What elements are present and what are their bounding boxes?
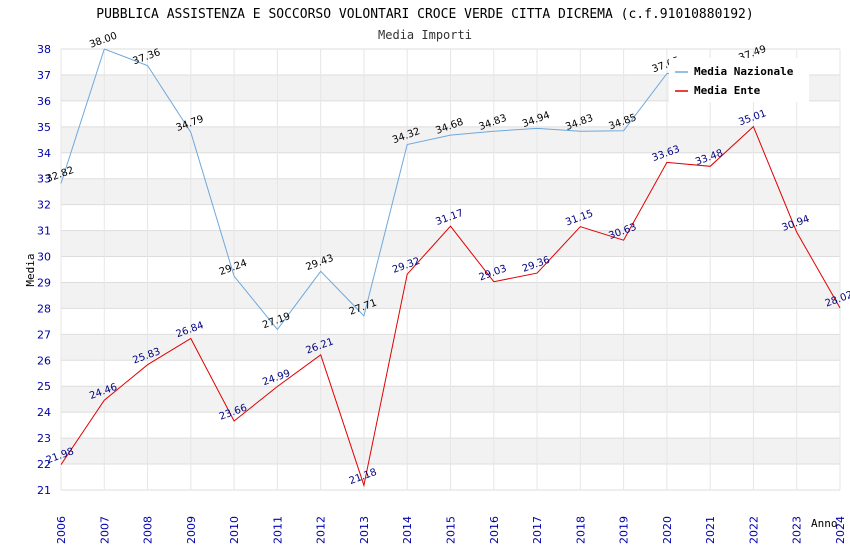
y-tick-label: 22	[37, 458, 51, 471]
legend-label-media-ente: Media Ente	[694, 84, 761, 97]
y-tick-label: 34	[37, 147, 51, 160]
legend: Media Nazionale Media Ente	[669, 58, 809, 102]
data-label: 31.15	[564, 208, 595, 228]
data-label: 31.17	[434, 208, 465, 228]
x-axis-label: Anno	[811, 517, 838, 530]
y-tick-label: 33	[37, 173, 51, 186]
y-tick-label: 26	[37, 354, 51, 367]
data-label: 24.99	[261, 368, 292, 388]
legend-box	[669, 58, 809, 102]
x-tick-label: 2012	[315, 516, 328, 544]
y-axis-label: Media	[24, 253, 37, 286]
x-tick-label: 2017	[531, 516, 544, 544]
series-line-media-nazionale	[60, 48, 754, 331]
y-tick-label: 21	[37, 484, 51, 497]
y-tick-label: 32	[37, 199, 51, 212]
y-tick-label: 27	[37, 328, 51, 341]
x-tick-label: 2006	[55, 516, 68, 544]
x-tick-label: 2023	[791, 516, 804, 544]
x-tick-label: 2010	[228, 516, 241, 544]
series-line-media-ente	[60, 125, 841, 488]
y-tick-label: 23	[37, 432, 51, 445]
y-tick-label: 38	[37, 43, 51, 56]
y-tick-label: 31	[37, 225, 51, 238]
y-tick-label: 24	[37, 406, 51, 419]
x-tick-label: 2014	[401, 516, 414, 544]
x-tick-label: 2021	[704, 516, 717, 544]
data-label: 38.00	[88, 31, 119, 51]
x-tick-label: 2022	[747, 516, 760, 544]
chart-title: PUBBLICA ASSISTENZA E SOCCORSO VOLONTARI…	[96, 7, 753, 22]
y-tick-label: 29	[37, 276, 51, 289]
legend-label-media-nazionale: Media Nazionale	[694, 65, 794, 78]
x-tick-label: 2013	[358, 516, 371, 544]
x-tick-label: 2019	[618, 516, 631, 544]
y-tick-label: 35	[37, 121, 51, 134]
y-tick-label: 37	[37, 69, 51, 82]
data-label: 37.36	[131, 47, 162, 67]
data-label: 29.32	[391, 256, 422, 276]
x-tick-label: 2024	[834, 516, 847, 544]
y-tick-label: 25	[37, 380, 51, 393]
x-tick-label: 2011	[271, 516, 284, 544]
data-label: 35.01	[737, 108, 768, 128]
x-tick-label: 2015	[445, 516, 458, 544]
series-lines	[60, 48, 841, 488]
y-tick-label: 30	[37, 251, 51, 264]
x-tick-label: 2016	[488, 516, 501, 544]
chart-subtitle: Media Importi	[378, 28, 472, 42]
y-axis-ticks: 21 22 23 24 25 26 27 28 29 30 31 32 33 34 35 36 37 38	[37, 43, 51, 497]
x-tick-label: 2007	[98, 516, 111, 544]
x-tick-label: 2020	[661, 516, 674, 544]
y-tick-label: 36	[37, 95, 51, 108]
x-axis-ticks: 2006 2007 2008 2009 2010 2011 2012 2013 2014 2015…	[55, 516, 847, 544]
x-tick-label: 2018	[574, 516, 587, 544]
y-tick-label: 28	[37, 302, 51, 315]
gridlines	[60, 48, 841, 491]
x-tick-label: 2008	[142, 516, 155, 544]
x-tick-label: 2009	[185, 516, 198, 544]
data-label: 29.36	[521, 255, 552, 275]
